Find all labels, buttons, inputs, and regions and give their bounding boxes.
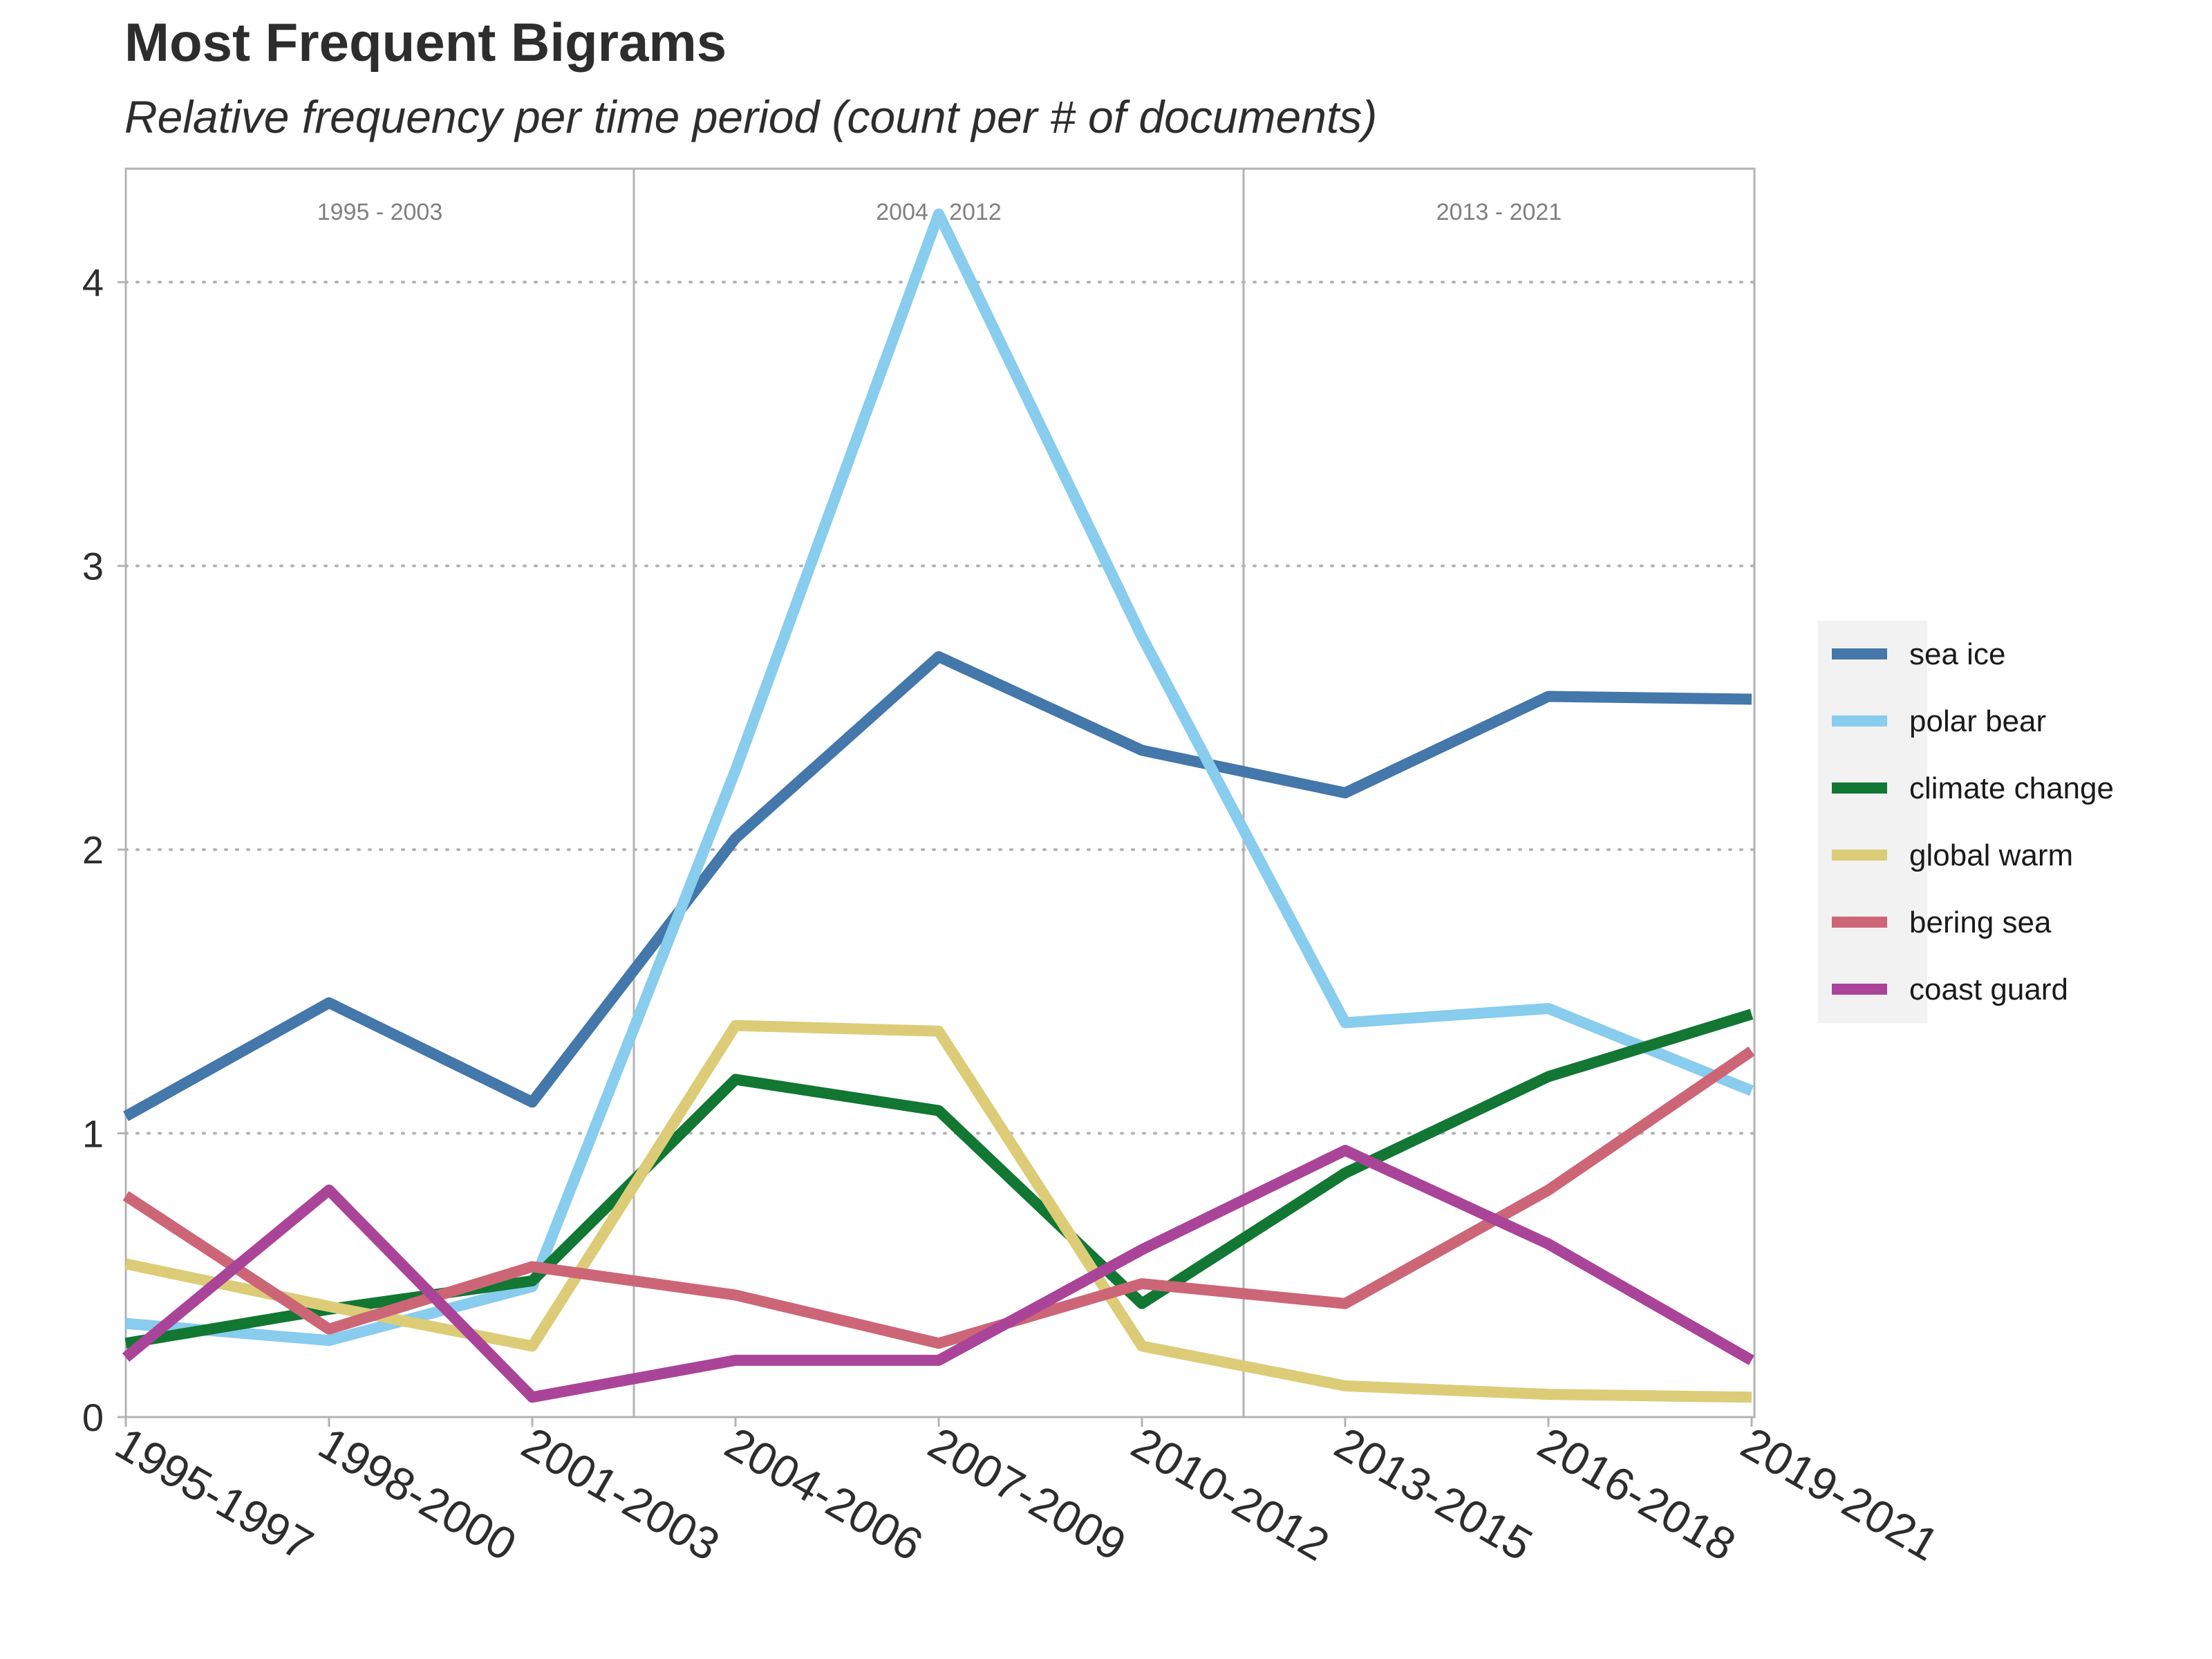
legend: sea ice polar bear climate change global wa…: [1818, 621, 2114, 1023]
legend-label-sea-ice: sea ice: [1909, 637, 2005, 671]
period-label: 2013 - 2021: [1436, 199, 1562, 225]
y-tick-label: 1: [82, 1112, 104, 1156]
series-line-climate-change: [124, 1009, 1754, 1349]
x-tick-label: 1995-1997: [107, 1417, 321, 1571]
series-line-sea-ice: [123, 650, 1752, 1121]
chart-subtitle: Relative frequency per time period (coun…: [124, 91, 1377, 142]
x-tick-label: 2004-2006: [717, 1417, 931, 1571]
x-tick-label: 2007-2009: [920, 1417, 1134, 1571]
y-tick-label: 3: [82, 545, 104, 588]
legend-label-climate-change: climate change: [1909, 771, 2114, 805]
legend-label-global-warm: global warm: [1909, 838, 2073, 872]
series-line-bering-sea: [122, 1046, 1755, 1349]
series-line-coast-guard: [122, 1145, 1754, 1403]
x-tick-label: 2013-2015: [1327, 1417, 1541, 1571]
legend-label-coast-guard: coast guard: [1909, 973, 2068, 1006]
series-line-global-warm: [124, 1020, 1752, 1403]
chart-title: Most Frequent Bigrams: [124, 12, 727, 73]
x-tick-label: 2010-2012: [1123, 1417, 1338, 1571]
plot-area: 1995 - 2003 2004 - 2012 2013 - 2021 012341…: [82, 167, 1947, 1571]
y-tick-label: 0: [82, 1396, 104, 1439]
legend-background: [1818, 621, 1927, 1023]
x-tick-label: 2019-2021: [1733, 1417, 1947, 1571]
y-tick-label: 2: [82, 828, 104, 872]
x-tick-label: 1998-2000: [310, 1417, 525, 1571]
legend-label-bering-sea: bering sea: [1909, 906, 2052, 939]
legend-entries: sea ice polar bear climate change global wa…: [1832, 637, 2114, 1006]
y-tick-label: 4: [82, 261, 104, 304]
x-tick-label: 2001-2003: [514, 1417, 728, 1571]
series-lines: [122, 208, 1755, 1403]
period-label: 1995 - 2003: [317, 199, 443, 225]
x-tick-label: 2016-2018: [1530, 1417, 1744, 1571]
legend-label-polar-bear: polar bear: [1909, 704, 2046, 738]
